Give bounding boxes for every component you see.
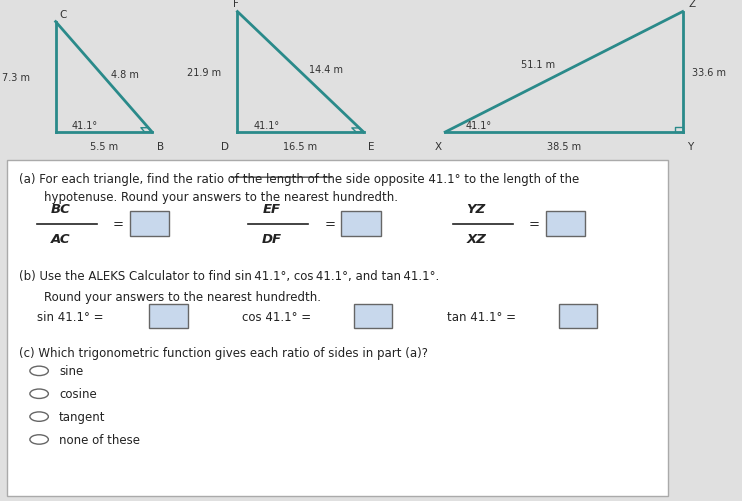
Text: (c) Which trigonometric function gives each ratio of sides in part (a)?: (c) Which trigonometric function gives e…: [19, 347, 428, 360]
Text: 51.1 m: 51.1 m: [521, 60, 555, 70]
Text: 33.6 m: 33.6 m: [692, 68, 726, 78]
Bar: [354, 305, 393, 328]
Bar: [545, 211, 585, 237]
Text: 16.5 m: 16.5 m: [283, 142, 318, 152]
Text: =: =: [324, 217, 335, 230]
Text: none of these: none of these: [59, 433, 140, 446]
Text: cos 41.1° =: cos 41.1° =: [242, 310, 311, 323]
Bar: [149, 305, 188, 328]
Text: =: =: [529, 217, 540, 230]
Text: 41.1°: 41.1°: [254, 121, 280, 131]
Text: C: C: [59, 10, 67, 20]
Text: 14.4 m: 14.4 m: [309, 65, 344, 75]
Text: F: F: [233, 0, 239, 9]
Text: EF: EF: [263, 202, 280, 215]
Text: YZ: YZ: [467, 202, 486, 215]
Text: B: B: [157, 142, 164, 152]
Text: BC: BC: [50, 202, 70, 215]
Text: E: E: [368, 142, 375, 152]
Text: XZ: XZ: [467, 233, 486, 245]
Bar: [341, 211, 381, 237]
Text: DF: DF: [262, 233, 281, 245]
Bar: [130, 211, 169, 237]
Text: (a) For each triangle, find the ratio of the length of the side opposite 41.1° t: (a) For each triangle, find the ratio of…: [19, 173, 580, 186]
Text: hypotenuse. Round your answers to the nearest hundredth.: hypotenuse. Round your answers to the ne…: [44, 190, 398, 203]
Text: 21.9 m: 21.9 m: [187, 68, 221, 78]
Text: 41.1°: 41.1°: [465, 121, 491, 131]
Text: Round your answers to the nearest hundredth.: Round your answers to the nearest hundre…: [44, 290, 321, 303]
Text: D: D: [220, 142, 229, 152]
Bar: [559, 305, 597, 328]
Text: tangent: tangent: [59, 410, 105, 423]
Text: AC: AC: [50, 233, 70, 245]
Text: 41.1°: 41.1°: [72, 121, 98, 131]
Text: 5.5 m: 5.5 m: [90, 142, 118, 152]
Text: 4.8 m: 4.8 m: [111, 70, 139, 80]
Text: X: X: [434, 142, 441, 152]
Text: (b) Use the ALEKS Calculator to find sin 41.1°, cos 41.1°, and tan 41.1°.: (b) Use the ALEKS Calculator to find sin…: [19, 270, 439, 283]
Text: Y: Y: [687, 142, 693, 152]
Text: 38.5 m: 38.5 m: [547, 142, 581, 152]
Text: Z: Z: [689, 0, 696, 9]
Text: tan 41.1° =: tan 41.1° =: [447, 310, 516, 323]
Text: cosine: cosine: [59, 387, 96, 400]
Text: =: =: [113, 217, 124, 230]
Text: sin 41.1° =: sin 41.1° =: [37, 310, 104, 323]
Text: 7.3 m: 7.3 m: [2, 73, 30, 83]
Text: sine: sine: [59, 365, 83, 378]
